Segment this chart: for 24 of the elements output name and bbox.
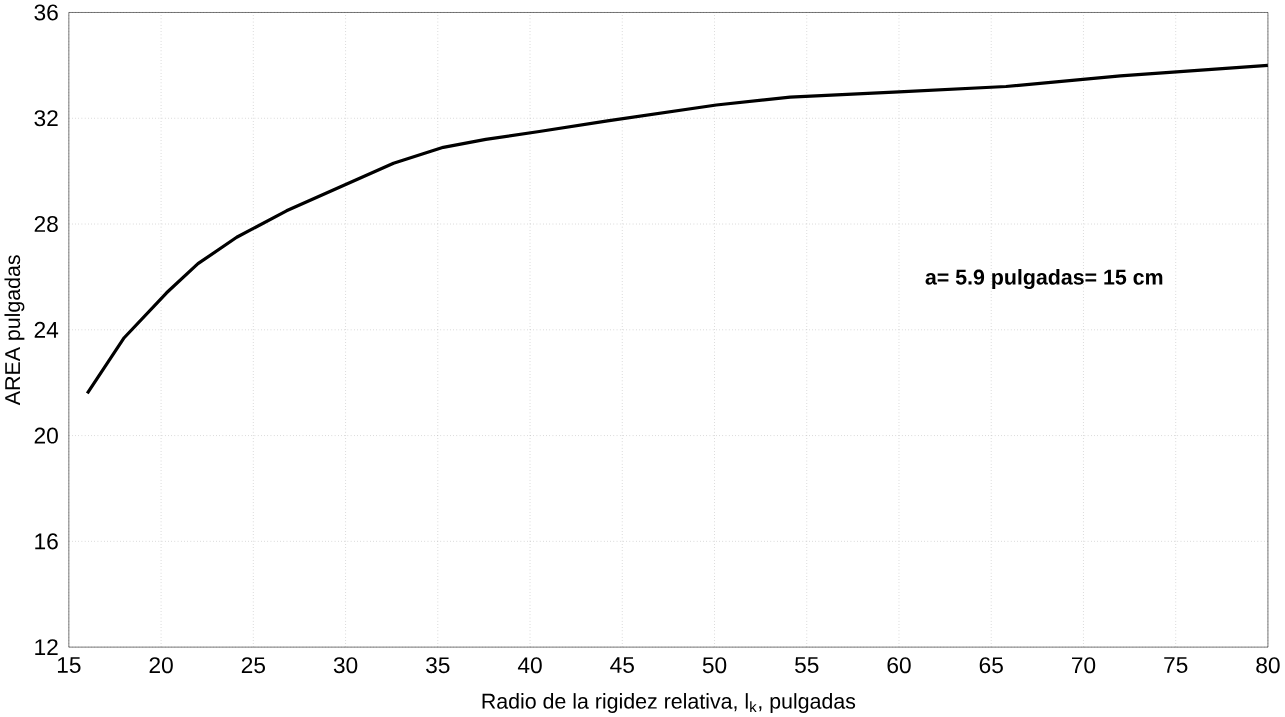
x-tick-label: 30 bbox=[333, 656, 358, 674]
y-tick-label: 24 bbox=[34, 321, 59, 338]
annotation: a= 5.9 pulgadas= 15 cm bbox=[925, 268, 1163, 289]
x-axis-title: Radio de la rigidez relativa, l$_{k}$, pulgadas bbox=[482, 692, 856, 713]
y-axis-title: AREA pulgadas bbox=[4, 255, 25, 405]
y-tick-label: 32 bbox=[34, 110, 58, 127]
x-tick-label: 60 bbox=[887, 656, 911, 674]
x-tick-label: 50 bbox=[702, 656, 727, 674]
x-tick-label: 35 bbox=[426, 656, 450, 674]
x-tick-label: 25 bbox=[241, 656, 265, 674]
y-tick-label: 28 bbox=[34, 215, 58, 232]
y-tick-label: 36 bbox=[34, 4, 58, 21]
x-tick-label: 15 bbox=[57, 656, 81, 673]
x-tick-label: 55 bbox=[795, 656, 819, 673]
x-tick-label: 40 bbox=[517, 656, 542, 674]
y-tick-label: 12 bbox=[35, 638, 58, 655]
y-tick-label: 20 bbox=[34, 427, 58, 444]
x-tick-label: 65 bbox=[979, 656, 1003, 674]
y-tick-label: 16 bbox=[35, 533, 58, 550]
x-tick-label: 80 bbox=[1256, 656, 1280, 674]
x-tick-label: 45 bbox=[610, 656, 634, 673]
x-tick-label: 75 bbox=[1164, 656, 1188, 673]
x-tick-label: 70 bbox=[1072, 656, 1096, 674]
x-tick-label: 20 bbox=[149, 656, 173, 674]
